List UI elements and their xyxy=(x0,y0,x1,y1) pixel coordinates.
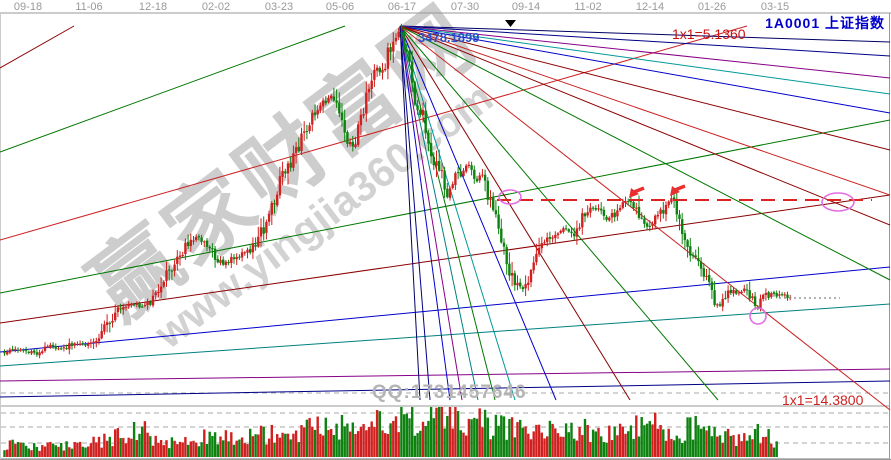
highlight-ellipse[interactable] xyxy=(749,307,767,325)
red-arrow-marker[interactable] xyxy=(670,184,686,196)
drawing-annotations[interactable] xyxy=(497,20,872,325)
volume-layer xyxy=(3,407,778,457)
descending-gann-fan[interactable] xyxy=(399,25,891,411)
highlight-ellipse[interactable] xyxy=(498,189,522,205)
candlestick-layer xyxy=(3,23,792,359)
highlight-ellipse[interactable] xyxy=(821,192,855,212)
red-arrow-marker[interactable] xyxy=(629,186,645,198)
ascending-gann-lines[interactable] xyxy=(0,25,891,398)
grid-lines xyxy=(1,392,889,459)
triangle-marker xyxy=(505,20,516,27)
